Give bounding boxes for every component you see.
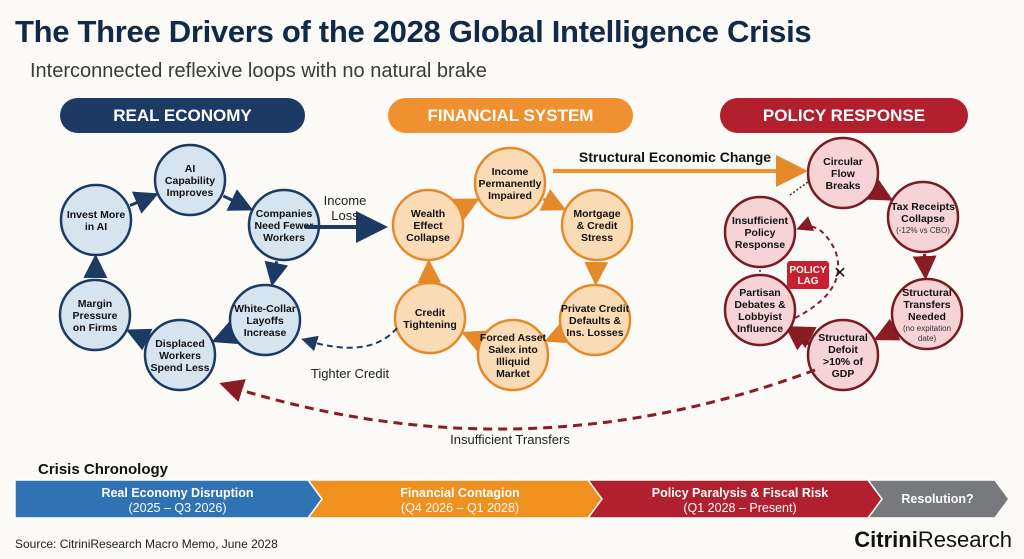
source-note: Source: CitriniResearch Macro Memo, June… [15,537,278,551]
timeline-phase: Financial Contagion(Q4 2026 – Q1 2028) [306,479,615,519]
node-label: Invest More in AI [67,209,126,233]
node-circle [228,283,302,357]
header-financial-system: FINANCIAL SYSTEM [388,98,633,133]
income-loss-label: Income Loss [324,193,367,223]
node-note: (no expitation date) [903,324,951,343]
node-label: Private Credit Defaults & Ins. Losses [561,303,630,339]
loop-arrow [129,191,159,214]
loop-arrow [873,318,901,341]
loop-node: Tax Receipts Collapse(-12% vs CBO) [886,180,960,254]
policy-lag-badge [787,261,829,289]
loop-arrow [866,178,894,201]
node-label: Circular Flow Breaks [823,156,863,192]
dotted-link [789,181,809,196]
loop-node: Structural Defoit >10% of GDP [806,318,880,392]
node-circle [806,318,880,392]
node-label: Companies Need Fewer Workers [255,208,314,244]
loop-arrow [539,188,567,211]
node-label: Mortgage & Credit Stress [573,208,620,244]
node-circle [886,180,960,254]
node-circle [560,188,634,262]
loop-node: Private Credit Defaults & Ins. Losses [558,283,632,357]
loop-node: AI Capability Improves [153,143,227,217]
policy-lag-arrow [794,216,840,319]
timeline-phase-period: (Q1 2028 – Present) [683,501,796,515]
tighter-credit-label: Tighter Credit [311,366,390,381]
loop-node: Insufficient Policy Response [723,195,797,269]
structural-change-label: Structural Economic Change [579,149,771,165]
loop-node: Forced Asset Salex into Illiquid Market [476,318,550,392]
node-label: Structural Transfers Needed [902,287,952,323]
timeline-title: Crisis Chronology [38,461,169,478]
loop-node: Income Permanently Impaired [473,146,547,220]
node-circle [58,278,132,352]
timeline-phase-period: (Q4 2026 – Q1 2028) [401,501,519,515]
node-label: Tax Receipts Collapse [891,201,955,225]
loop-node: White-Collar Layoffs Increase [228,283,302,357]
node-circle [806,136,880,210]
node-circle [476,318,550,392]
loop-node: Displaced Workers Spend Less [143,318,217,392]
timeline-phase-label: Real Economy Disruption [101,486,253,500]
brand-logo: CitriniResearch [854,527,1012,552]
block-x-icon: ✕ [833,265,846,282]
loop-arrow [222,189,254,211]
loop-node: Wealth Effect Collapse [391,188,465,262]
loop-arrow [125,328,153,351]
node-label: Displaced Workers Spend Less [151,338,210,374]
node-label: White-Collar Layoffs Increase [234,303,296,339]
page-title: The Three Drivers of the 2028 Global Int… [15,14,812,49]
timeline-phase-period: (2025 – Q3 2026) [129,501,227,515]
node-circle [890,277,964,351]
page-subtitle: Interconnected reflexive loops with no n… [30,60,487,82]
node-label: Partisan Debates & Lobbyist Influence [734,287,786,335]
timeline-arrow-segment [866,479,1010,519]
loop-arrow [452,198,480,221]
node-circle [558,283,632,357]
node-circle [393,281,467,355]
node-label: Wealth Effect Collapse [406,208,450,244]
loop-arrow [461,330,488,353]
node-circle [473,146,547,220]
insufficient-transfers-arrow [219,368,816,431]
loop-node: Structural Transfers Needed(no expitation d… [890,277,964,351]
loop-node: Partisan Debates & Lobbyist Influence [723,273,797,347]
node-circle [59,183,133,257]
loop-node: Mortgage & Credit Stress [560,188,634,262]
timeline-phase-label: Financial Contagion [400,486,519,500]
node-label: Structural Defoit >10% of GDP [818,332,868,380]
loop-node: Margin Pressure on Firms [58,278,132,352]
timeline-phase: Resolution? [866,479,1010,519]
node-label: Credit Tightening [403,307,456,331]
header-policy-response: POLICY RESPONSE [720,98,968,133]
header-real-economy: REAL ECONOMY [60,98,305,133]
node-circle [391,188,465,262]
node-circle [143,318,217,392]
loop-node: Invest More in AI [59,183,133,257]
node-circle [153,143,227,217]
node-label: Income Permanently Impaired [478,166,541,202]
loop-arrow [912,253,937,281]
node-label: Forced Asset Salex into Illiquid Market [480,332,547,380]
loop-arrow [211,321,239,345]
policy-lag-label: POLICY LAG [789,265,827,287]
loop-node: Credit Tightening [393,281,467,355]
node-note: (-12% vs CBO) [896,226,950,235]
loop-arrow [544,321,572,344]
timeline-phase: Real Economy Disruption(2025 – Q3 2026) [14,479,335,519]
node-label: Margin Pressure on Firms [73,298,118,334]
node-label: AI Capability Improves [165,163,215,199]
insufficient-transfers-label: Insufficient Transfers [450,432,570,447]
node-label: Insufficient Policy Response [732,215,789,251]
loop-arrow [264,260,289,287]
timeline-phase-label: Policy Paralysis & Fiscal Risk [652,486,829,500]
tighter-credit-arrow [301,327,398,352]
loop-node: Circular Flow Breaks [806,136,880,210]
timeline-phase: Policy Paralysis & Fiscal Risk(Q1 2028 –… [586,479,895,519]
timeline-phase-label: Resolution? [901,492,973,506]
